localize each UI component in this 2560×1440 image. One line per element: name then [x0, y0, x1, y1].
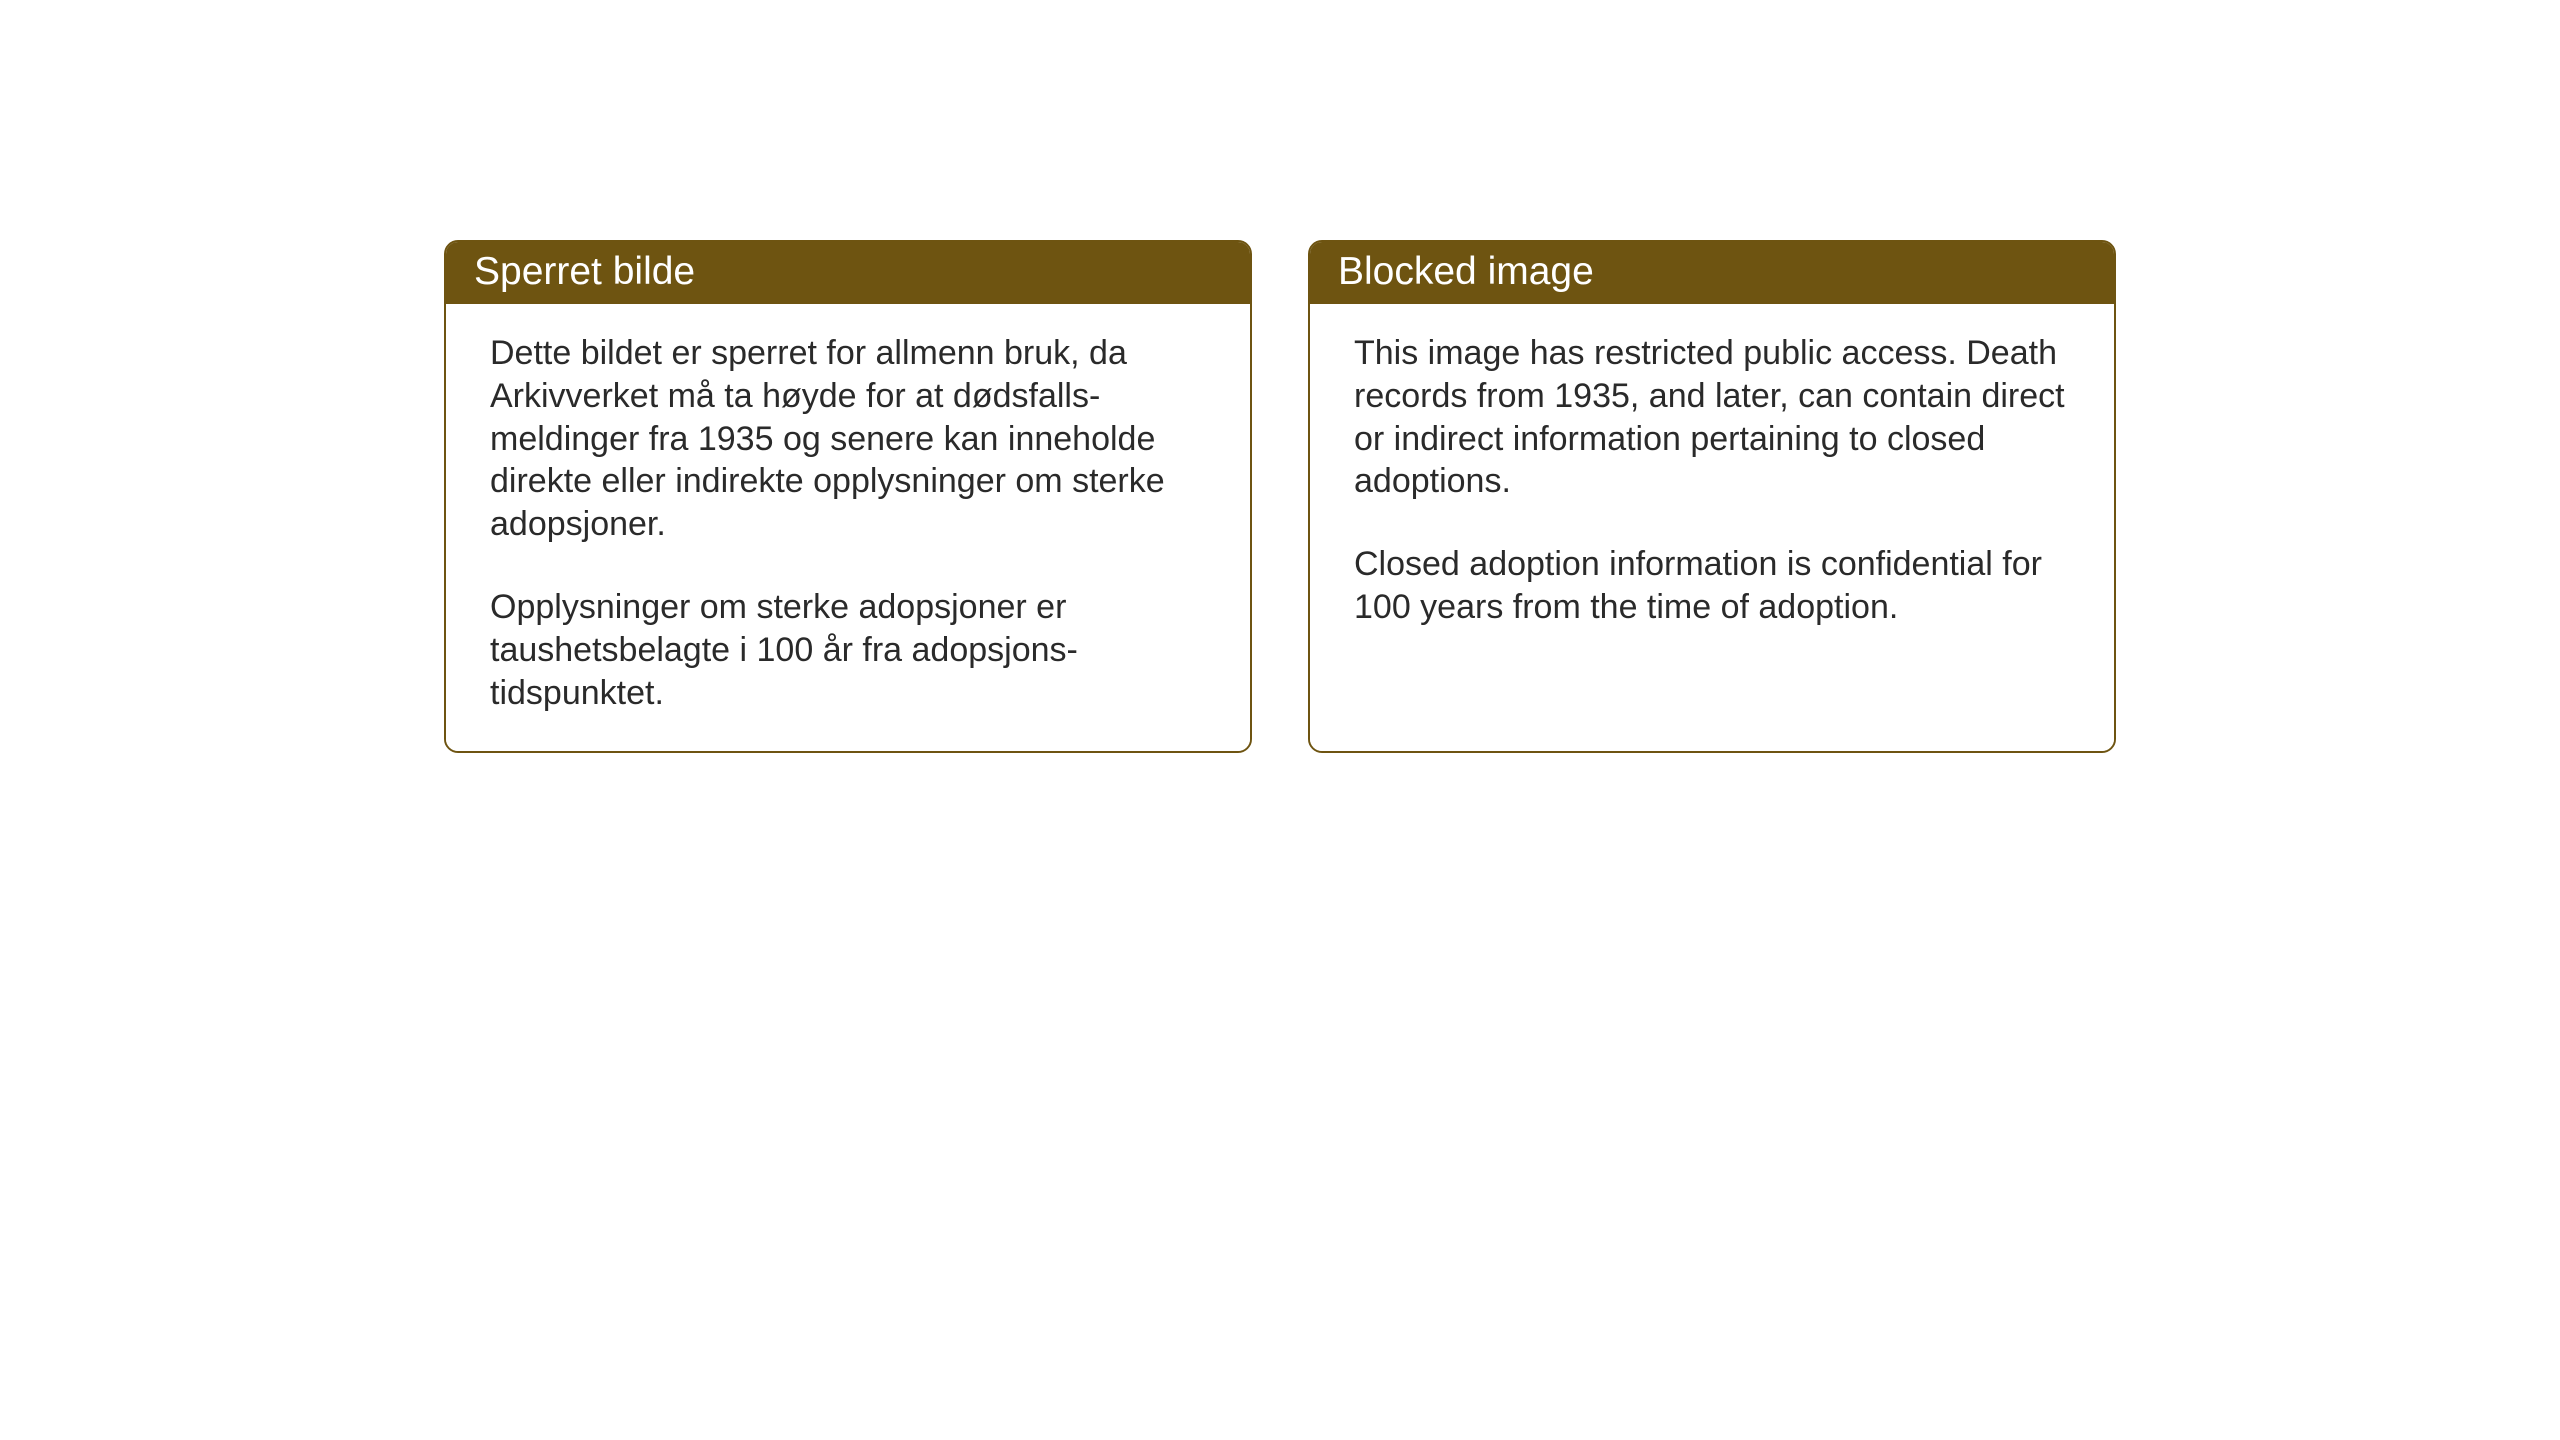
panel-title-english: Blocked image — [1338, 250, 1594, 293]
panel-english: Blocked image This image has restricted … — [1308, 240, 2116, 753]
paragraph-2-english: Closed adoption information is confident… — [1354, 543, 2070, 629]
paragraph-2-norwegian: Opplysninger om sterke adopsjoner er tau… — [490, 586, 1206, 714]
panel-title-norwegian: Sperret bilde — [474, 250, 695, 293]
panel-header-norwegian: Sperret bilde — [446, 242, 1250, 304]
paragraph-1-norwegian: Dette bildet er sperret for allmenn bruk… — [490, 332, 1206, 546]
panels-container: Sperret bilde Dette bildet er sperret fo… — [444, 240, 2116, 753]
panel-body-english: This image has restricted public access.… — [1310, 304, 2114, 751]
panel-header-english: Blocked image — [1310, 242, 2114, 304]
panel-norwegian: Sperret bilde Dette bildet er sperret fo… — [444, 240, 1252, 753]
paragraph-1-english: This image has restricted public access.… — [1354, 332, 2070, 503]
panel-body-norwegian: Dette bildet er sperret for allmenn bruk… — [446, 304, 1250, 751]
